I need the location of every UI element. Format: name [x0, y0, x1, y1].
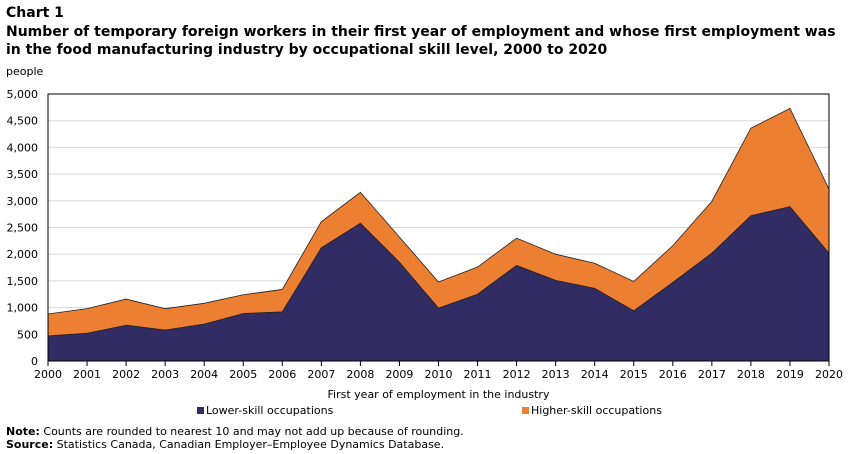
- legend-item-lower: Lower-skill occupations: [197, 404, 333, 417]
- x-tick-label: 2019: [776, 368, 804, 381]
- y-tick-label: 3,500: [7, 168, 39, 181]
- y-tick-label: 5,000: [7, 88, 39, 101]
- legend-swatch-lower: [197, 407, 204, 414]
- x-axis-title: First year of employment in the industry: [328, 388, 550, 401]
- y-tick-label: 4,500: [7, 115, 39, 128]
- y-tick-label: 500: [17, 328, 38, 341]
- x-tick-label: 2000: [34, 368, 62, 381]
- x-tick-label: 2002: [112, 368, 140, 381]
- x-tick-label: 2013: [542, 368, 570, 381]
- source: Source: Statistics Canada, Canadian Empl…: [6, 438, 444, 451]
- y-tick-label: 2,500: [7, 222, 39, 235]
- legend-label-higher: Higher-skill occupations: [531, 404, 662, 417]
- y-tick-label: 4,000: [7, 141, 39, 154]
- x-tick-label: 2014: [581, 368, 609, 381]
- x-tick-label: 2001: [73, 368, 101, 381]
- x-tick-label: 2004: [190, 368, 218, 381]
- x-tick-label: 2011: [464, 368, 492, 381]
- x-tick-label: 2005: [229, 368, 257, 381]
- legend-swatch-higher: [522, 407, 529, 414]
- x-tick-label: 2006: [268, 368, 296, 381]
- x-tick-label: 2012: [503, 368, 531, 381]
- x-tick-label: 2020: [815, 368, 843, 381]
- x-tick-label: 2010: [425, 368, 453, 381]
- x-tick-label: 2003: [151, 368, 179, 381]
- x-tick-label: 2017: [698, 368, 726, 381]
- x-tick-label: 2009: [385, 368, 413, 381]
- y-tick-label: 0: [31, 355, 38, 368]
- chart-number: Chart 1: [6, 5, 64, 21]
- note-label: Note:: [6, 425, 40, 438]
- x-tick-label: 2016: [659, 368, 687, 381]
- x-tick-label: 2007: [307, 368, 335, 381]
- chart-title: Number of temporary foreign workers in t…: [6, 24, 836, 58]
- source-label: Source:: [6, 438, 54, 451]
- y-tick-label: 3,000: [7, 195, 39, 208]
- y-tick-label: 1,000: [7, 302, 39, 315]
- legend-item-higher: Higher-skill occupations: [522, 404, 662, 417]
- y-tick-label: 1,500: [7, 275, 39, 288]
- note: Note: Counts are rounded to nearest 10 a…: [6, 425, 464, 438]
- y-axis-unit: people: [6, 65, 44, 78]
- y-tick-label: 2,000: [7, 248, 39, 261]
- source-text: Statistics Canada, Canadian Employer–Emp…: [53, 438, 445, 451]
- x-tick-label: 2018: [737, 368, 765, 381]
- note-text: Counts are rounded to nearest 10 and may…: [39, 425, 464, 438]
- legend-label-lower: Lower-skill occupations: [206, 404, 334, 417]
- x-tick-label: 2015: [620, 368, 648, 381]
- x-tick-label: 2008: [346, 368, 374, 381]
